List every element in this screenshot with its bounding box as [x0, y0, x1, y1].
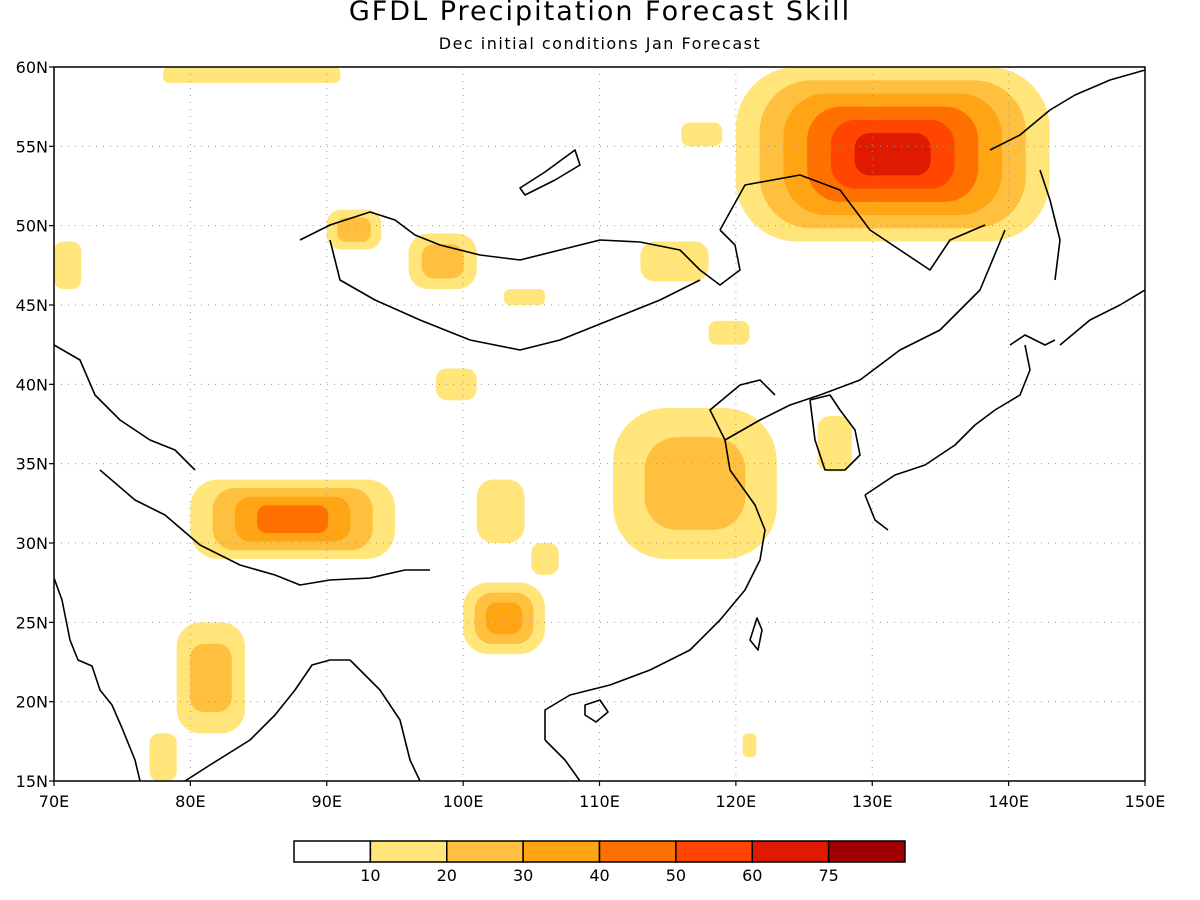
skill-region-western-mongolia-level-2 — [421, 244, 464, 279]
map-title: GFDL Precipitation Forecast Skill — [348, 0, 852, 27]
lon-tick-label: 150E — [1125, 792, 1166, 811]
lon-tick-label: 110E — [579, 792, 620, 811]
legend-label: 40 — [589, 866, 609, 885]
legend-swatch — [293, 840, 372, 863]
legend-label: 50 — [666, 866, 686, 885]
china-east-coast — [544, 229, 1006, 740]
skill-region-taiwan-east-level-1 — [742, 733, 757, 758]
skill-region-yunnan-level-3 — [485, 602, 523, 635]
skill-region-northern-kazakhstan-edge-level-1 — [54, 241, 82, 290]
japan-honshu — [864, 344, 1031, 496]
indochina-coast — [544, 739, 581, 781]
japan-kyushu — [864, 494, 889, 531]
grid-lines — [54, 67, 1145, 781]
legend-swatch — [446, 840, 524, 863]
lon-tick-label: 130E — [852, 792, 893, 811]
skill-region-inner-mongolia-level-1 — [708, 320, 750, 345]
kamchatka-hint — [1059, 289, 1145, 346]
axis-tick-labels: 70E 80E 90E 100E 110E 120E 130E 140E 150E 15N 20N 2… — [16, 58, 1166, 811]
lat-tick-label: 55N — [16, 137, 48, 156]
lon-tick-label: 140E — [988, 792, 1029, 811]
skill-region-lake-baikal-east-level-1 — [681, 122, 723, 147]
himalaya-border — [99, 469, 430, 586]
legend-label: 60 — [742, 866, 762, 885]
china-mongolia-border — [299, 211, 741, 286]
skill-region-eastern-mongolia-level-1 — [640, 241, 709, 282]
skill-region-central-mongolia-south-level-1 — [504, 289, 545, 305]
legend-swatch — [675, 840, 753, 863]
legend-swatch — [522, 840, 601, 863]
central-asia-border — [54, 344, 196, 471]
legend-swatch — [369, 840, 448, 863]
skill-region-northwest-siberia-level-1 — [163, 67, 341, 83]
skill-region-india-east-level-2 — [189, 643, 232, 713]
hokkaido — [1009, 334, 1056, 346]
india-west-coast — [54, 577, 141, 781]
lon-tick-label: 80E — [175, 792, 205, 811]
skill-region-sichuan-south-level-1 — [531, 543, 559, 575]
skill-region-sichuan-north-level-1 — [476, 479, 525, 543]
okhotsk-coast — [989, 69, 1145, 151]
mongolia-south-border — [329, 239, 701, 351]
hainan — [584, 699, 609, 723]
taiwan — [749, 617, 763, 651]
lon-tick-label: 120E — [716, 792, 757, 811]
lat-tick-label: 45N — [16, 296, 48, 315]
skill-shading — [54, 67, 1050, 781]
skill-region-central-china-level-2 — [644, 437, 746, 530]
coastlines-and-borders — [54, 69, 1145, 781]
lon-tick-label: 90E — [312, 792, 342, 811]
lon-tick-label: 70E — [39, 792, 69, 811]
lon-tick-label: 100E — [443, 792, 484, 811]
legend-swatch — [751, 840, 830, 863]
bay-of-bengal-east — [349, 659, 421, 781]
korea-peninsula — [809, 394, 861, 471]
lat-tick-label: 15N — [16, 772, 48, 791]
lat-tick-label: 40N — [16, 375, 48, 394]
map-subtitle: Dec initial conditions Jan Forecast — [438, 34, 762, 53]
lat-tick-label: 60N — [16, 58, 48, 77]
legend-label: 10 — [360, 866, 380, 885]
skill-region-gansu-level-1 — [435, 368, 477, 401]
legend-swatch — [598, 840, 677, 863]
lat-tick-label: 50N — [16, 217, 48, 236]
color-legend: 10 20 30 40 50 60 75 — [293, 840, 906, 885]
skill-region-altai-level-2 — [337, 217, 371, 242]
bohai-coast — [709, 379, 776, 441]
lat-tick-label: 20N — [16, 693, 48, 712]
legend-swatch — [827, 840, 906, 863]
russia-china-amur — [719, 174, 986, 271]
skill-region-korea-level-1 — [817, 416, 852, 472]
legend-label: 30 — [513, 866, 533, 885]
lat-tick-label: 30N — [16, 534, 48, 553]
lat-tick-label: 25N — [16, 613, 48, 632]
lat-tick-label: 35N — [16, 455, 48, 474]
skill-region-western-tibet-level-4 — [257, 505, 329, 533]
legend-label: 20 — [437, 866, 457, 885]
skill-region-russian-far-east-level-6 — [854, 133, 931, 176]
lake-baikal — [519, 149, 581, 196]
sakhalin — [1039, 169, 1061, 281]
india-east-coast — [184, 659, 350, 781]
legend-label: 75 — [818, 866, 838, 885]
skill-region-india-north-level-1 — [149, 733, 177, 781]
